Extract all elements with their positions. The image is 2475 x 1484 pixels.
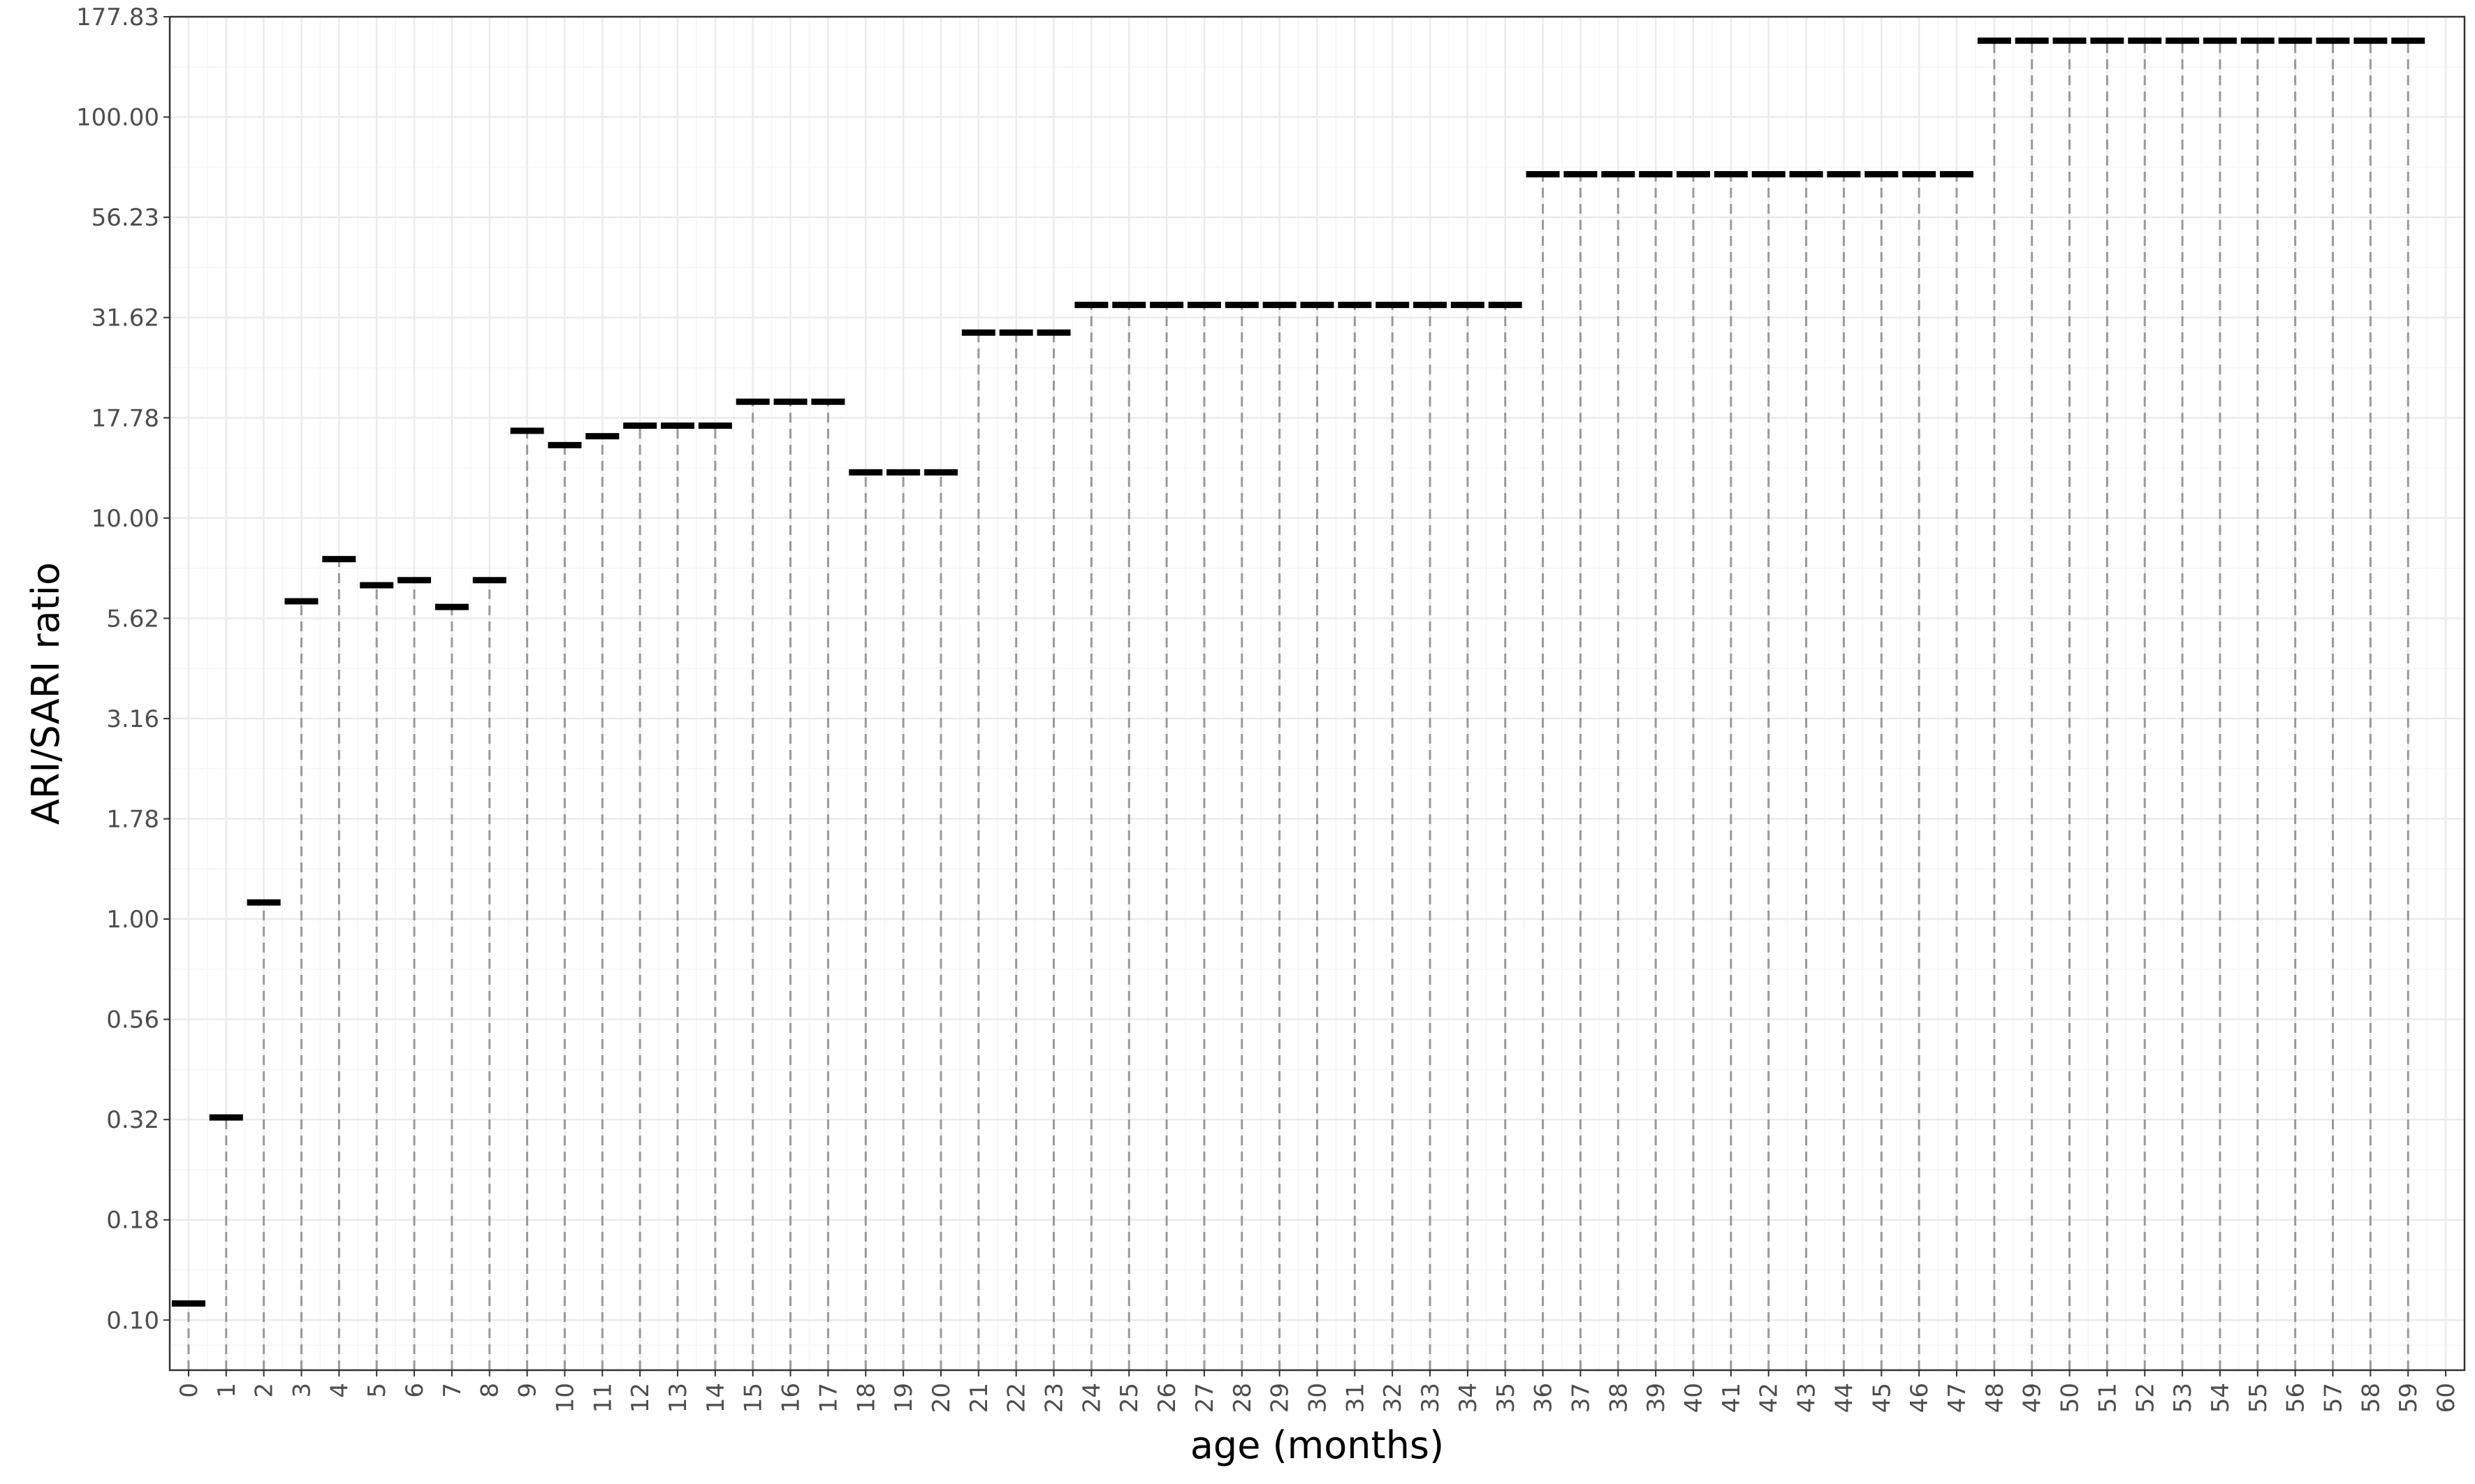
x-tick-label: 47: [1943, 1383, 1971, 1413]
x-tick-label: 30: [1304, 1383, 1332, 1413]
x-tick-label: 26: [1153, 1383, 1181, 1413]
x-tick-label: 12: [627, 1383, 655, 1413]
x-tick-label: 59: [2395, 1383, 2423, 1413]
y-tick-label: 56.23: [92, 204, 159, 232]
x-tick-label: 35: [1492, 1383, 1520, 1413]
y-tick-label: 5.62: [106, 605, 159, 633]
x-tick-label: 20: [928, 1383, 956, 1413]
x-tick-label: 38: [1605, 1383, 1633, 1413]
x-tick-label: 56: [2282, 1383, 2310, 1413]
x-tick-label: 39: [1642, 1383, 1670, 1413]
x-tick-label: 45: [1868, 1383, 1896, 1413]
x-tick-label: 22: [1003, 1383, 1031, 1413]
x-tick-label: 2: [251, 1383, 279, 1398]
x-tick-label: 23: [1041, 1383, 1069, 1413]
x-tick-label: 41: [1718, 1383, 1746, 1413]
x-tick-label: 3: [288, 1383, 316, 1398]
y-axis-ticks: 0.10 0.18 0.32 0.56 1.00 1.78 3.16 5.62 10.00 17.…: [76, 3, 170, 1335]
x-tick-label: 4: [326, 1383, 353, 1398]
x-tick-label: 43: [1793, 1383, 1821, 1413]
y-tick-label: 31.62: [92, 304, 159, 332]
x-tick-label: 28: [1229, 1383, 1257, 1413]
y-tick-label: 10.00: [92, 505, 159, 533]
x-tick-label: 8: [476, 1383, 504, 1398]
y-tick-label: 1.00: [106, 906, 159, 934]
x-tick-label: 44: [1830, 1383, 1858, 1413]
x-tick-label: 37: [1567, 1383, 1595, 1413]
y-tick-label: 3.16: [106, 705, 159, 733]
stem-lines: [187, 41, 2409, 1370]
x-tick-label: 42: [1755, 1383, 1783, 1413]
x-tick-label: 60: [2432, 1383, 2460, 1413]
x-tick-label: 19: [890, 1383, 918, 1413]
x-axis-ticks: 0 1 2 3 4 5 6 7 8 9 10 11 12 13 14 15 16 17 18 19 20 21 22 23 24…: [175, 1370, 2460, 1413]
x-tick-label: 52: [2131, 1383, 2159, 1413]
x-tick-label: 50: [2057, 1383, 2085, 1413]
y-tick-label: 17.78: [92, 404, 159, 432]
x-tick-label: 13: [664, 1383, 692, 1413]
x-tick-label: 16: [777, 1383, 805, 1413]
x-tick-label: 58: [2357, 1383, 2385, 1413]
x-tick-label: 24: [1078, 1383, 1106, 1413]
x-tick-label: 31: [1341, 1383, 1369, 1413]
x-tick-label: 9: [514, 1383, 542, 1398]
x-tick-label: 48: [1981, 1383, 2009, 1413]
x-tick-label: 29: [1266, 1383, 1294, 1413]
y-tick-label: 1.78: [106, 806, 159, 834]
x-axis-title: age (months): [1190, 1423, 1444, 1467]
y-tick-label: 0.56: [106, 1006, 159, 1034]
x-tick-label: 1: [213, 1383, 241, 1398]
x-tick-label: 11: [589, 1383, 617, 1413]
x-tick-label: 7: [439, 1383, 467, 1398]
x-tick-label: 27: [1191, 1383, 1219, 1413]
x-tick-label: 14: [702, 1383, 730, 1413]
x-tick-label: 18: [852, 1383, 880, 1413]
x-tick-label: 54: [2207, 1383, 2235, 1413]
x-tick-label: 33: [1417, 1383, 1445, 1413]
x-tick-label: 32: [1379, 1383, 1407, 1413]
y-tick-label: 0.32: [106, 1106, 159, 1134]
x-tick-label: 57: [2320, 1383, 2348, 1413]
x-tick-label: 10: [551, 1383, 579, 1413]
x-tick-label: 55: [2244, 1383, 2272, 1413]
x-tick-label: 0: [175, 1383, 203, 1398]
y-tick-label: 0.18: [106, 1207, 159, 1235]
y-tick-label: 177.83: [76, 3, 159, 31]
y-tick-label: 0.10: [106, 1307, 159, 1335]
x-tick-label: 25: [1116, 1383, 1144, 1413]
x-tick-label: 21: [965, 1383, 993, 1413]
y-tick-label: 100.00: [76, 104, 159, 132]
x-tick-label: 15: [740, 1383, 768, 1413]
x-tick-label: 34: [1454, 1383, 1482, 1413]
x-tick-label: 46: [1906, 1383, 1934, 1413]
x-tick-label: 6: [401, 1383, 429, 1398]
x-tick-label: 51: [2094, 1383, 2122, 1413]
x-tick-label: 49: [2019, 1383, 2047, 1413]
x-tick-label: 36: [1530, 1383, 1558, 1413]
x-tick-label: 53: [2169, 1383, 2197, 1413]
x-tick-label: 5: [363, 1383, 391, 1398]
y-axis-title: ARI/SARI ratio: [24, 562, 68, 825]
data-marks: [171, 37, 2425, 1307]
x-tick-label: 40: [1680, 1383, 1708, 1413]
x-tick-label: 17: [815, 1383, 842, 1413]
